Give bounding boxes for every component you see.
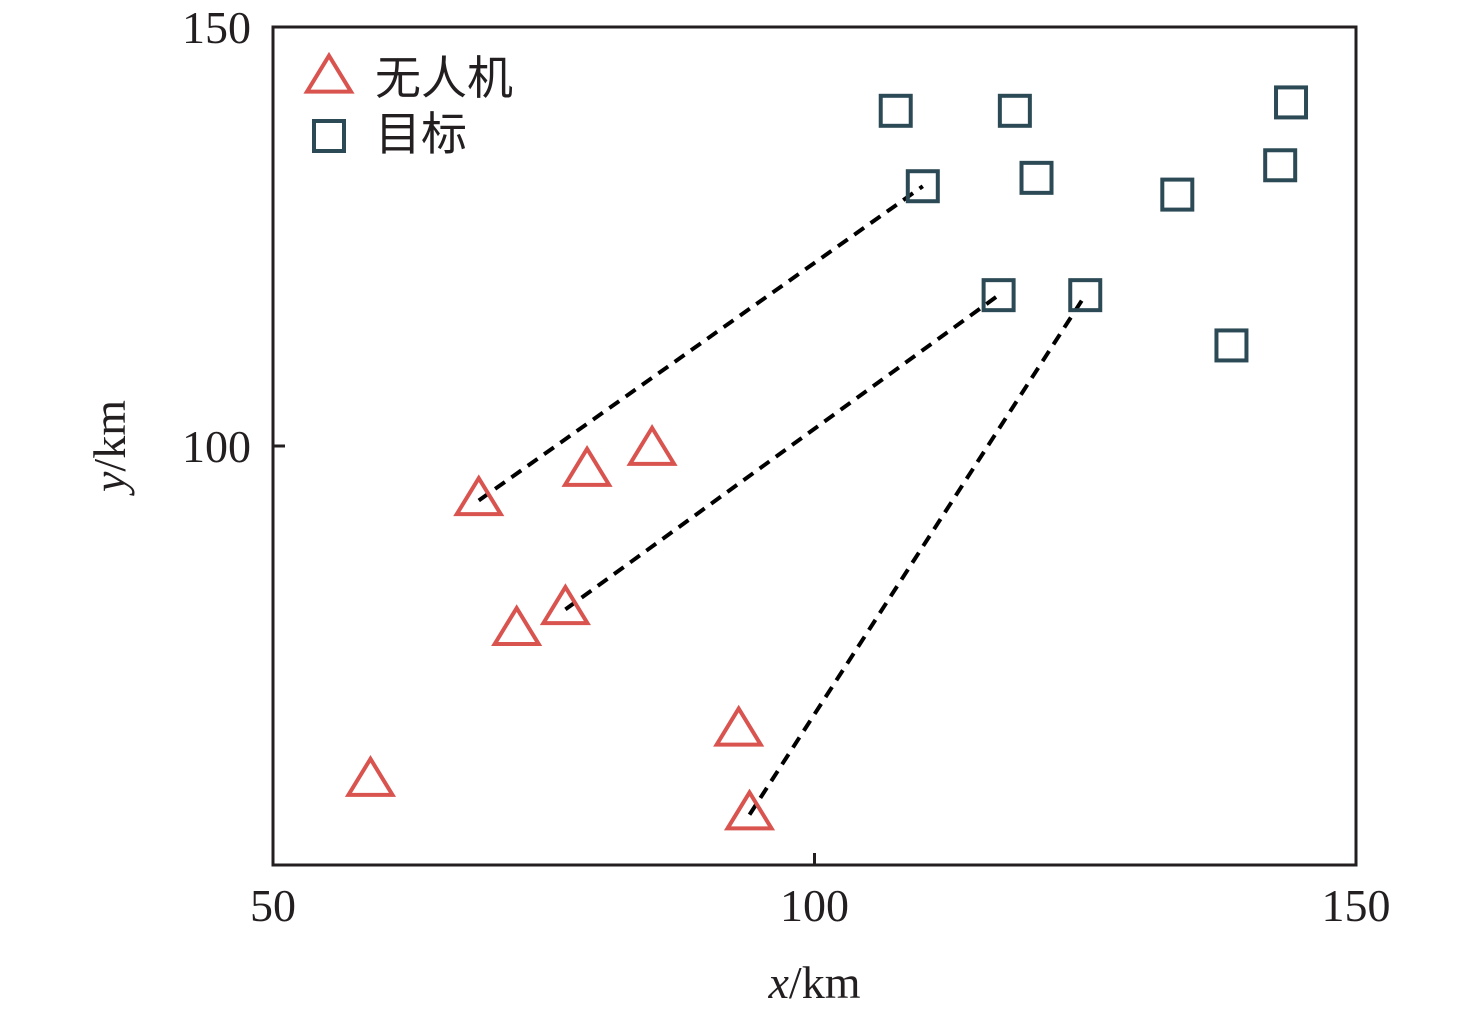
uav-point (539, 583, 591, 626)
target-point (981, 278, 1016, 313)
target-point (878, 93, 913, 128)
y-axis-var: y (84, 471, 135, 496)
target-point (1214, 328, 1249, 363)
uav-point (723, 788, 776, 831)
legend-uav-marker (303, 51, 355, 94)
legend-label: 目标 (375, 109, 467, 160)
x-tick-label: 100 (780, 880, 849, 931)
target-point (1019, 160, 1054, 195)
target-point (997, 93, 1032, 128)
x-tick-label: 150 (1322, 880, 1391, 931)
y-tick-label: 150 (182, 2, 251, 53)
assignment-line (747, 294, 1087, 816)
uav-point (713, 704, 765, 747)
target-point (1068, 278, 1103, 313)
uav-point (491, 604, 543, 647)
y-tick-label: 100 (182, 421, 251, 472)
x-axis-label: x/km (768, 957, 861, 1008)
uav-point (453, 474, 505, 517)
y-axis-unit: /km (84, 400, 135, 472)
x-axis-var: x (768, 957, 790, 1008)
uav-point (626, 424, 678, 466)
target-point (1263, 148, 1298, 183)
target-point (1160, 177, 1195, 212)
assignment-line (564, 293, 1000, 612)
legend-target-marker (312, 119, 346, 153)
uav-point (561, 444, 613, 487)
target-point (905, 169, 940, 204)
uav-point (344, 755, 397, 797)
data-marks (344, 85, 1309, 831)
y-axis-label: y/km (84, 400, 135, 496)
assignment-line (477, 184, 924, 503)
assignment-lines (477, 184, 1087, 816)
axis-ticks: 50 100 150 100 150 (182, 2, 1391, 931)
target-point (1274, 85, 1309, 120)
x-axis-unit: /km (789, 957, 861, 1008)
legend-label: 无人机 (375, 53, 513, 104)
x-tick-label: 50 (250, 880, 296, 931)
